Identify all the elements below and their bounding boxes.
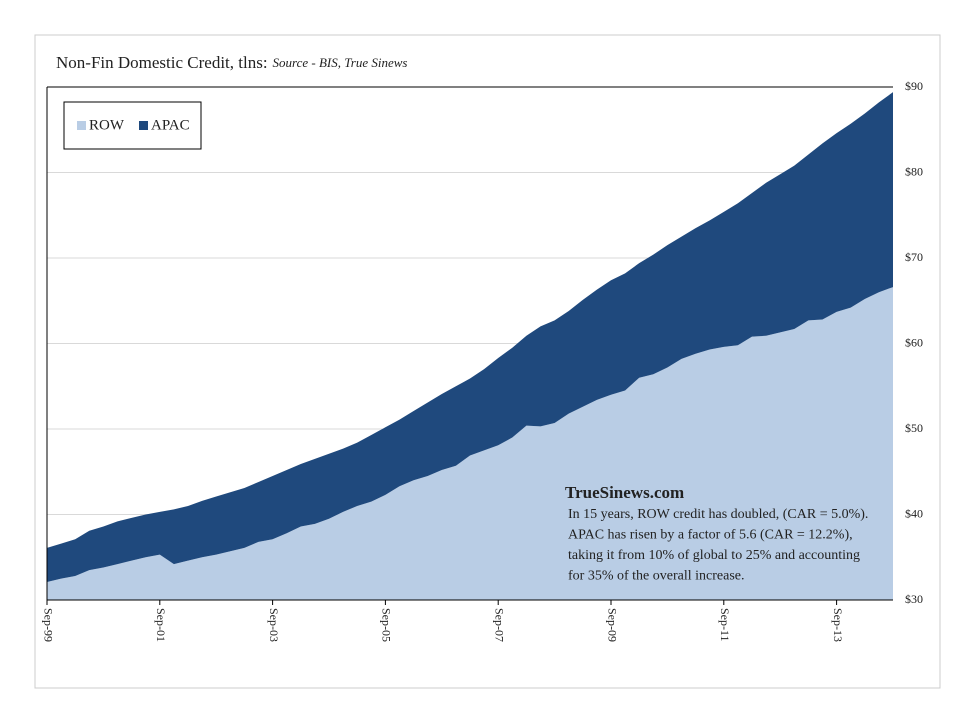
annotation-line: In 15 years, ROW credit has doubled, (CA… (568, 507, 868, 522)
x-tick-label: Sep-13 (831, 608, 845, 642)
x-tick-label: Sep-99 (41, 608, 55, 642)
title: Non-Fin Domestic Credit, tlns: (56, 53, 268, 72)
annotation: TrueSinews.com In 15 years, ROW credit ha… (565, 483, 868, 584)
area (47, 92, 893, 583)
legend-label: APAC (151, 117, 190, 133)
areas (47, 92, 893, 600)
x-tick-label: Sep-03 (267, 608, 281, 642)
area (47, 287, 893, 600)
x-tick-label: Sep-07 (492, 608, 506, 642)
legend: ROW APAC (77, 117, 190, 133)
x-tick-label: Sep-11 (718, 608, 732, 642)
annotation-title: TrueSinews.com (565, 483, 684, 502)
y-tick-label: $50 (905, 421, 923, 435)
legend-label: ROW (89, 117, 125, 133)
y-tick-label: $60 (905, 335, 923, 349)
y-tick-label: $40 (905, 506, 923, 520)
annotation-line: for 35% of the overall increase. (568, 569, 744, 584)
x-tick-label: Sep-01 (154, 608, 168, 642)
x-tick-label: Sep-09 (605, 608, 619, 642)
annotation-line: taking it from 10% of global to 25% and … (568, 548, 860, 563)
legend-box (63, 101, 202, 150)
chart-title: Non-Fin Domestic Credit, tlns: Source - B… (56, 53, 407, 72)
y-tick-label: $80 (905, 164, 923, 178)
legend-swatch (77, 121, 86, 130)
x-tick-label: Sep-05 (380, 608, 394, 642)
y-tick-label: $30 (905, 592, 923, 606)
legend-swatch (139, 121, 148, 130)
y-tick-label: $70 (905, 250, 923, 264)
annotation-line: APAC has risen by a factor of 5.6 (CAR =… (568, 528, 853, 543)
y-tick-label: $90 (905, 79, 923, 93)
subtitle: Source - BIS, True Sinews (273, 55, 408, 70)
labels: $30 $40 $50 $60 $70 $80 $90 Sep-99 Sep-01 Sep-03 S… (41, 79, 923, 642)
